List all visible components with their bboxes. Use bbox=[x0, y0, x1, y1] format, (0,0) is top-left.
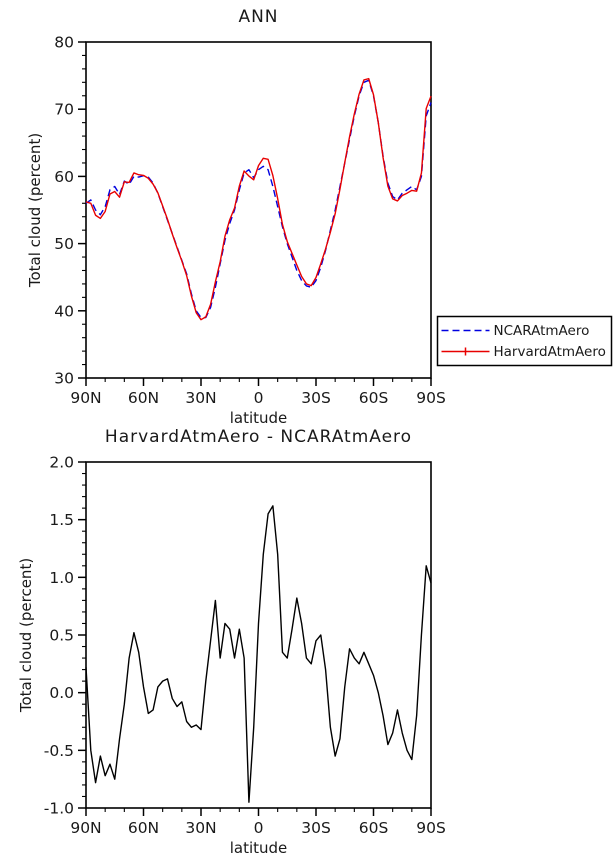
legend-label: HarvardAtmAero bbox=[494, 344, 606, 360]
x-tick-label: 90S bbox=[416, 389, 446, 407]
y-tick-label: 30 bbox=[54, 370, 74, 388]
x-tick-label: 60S bbox=[359, 819, 389, 837]
chart-top: 90N 60N 30N 0 30S 60S 90S 30 40 50 60 70 80 ANN Total … bbox=[26, 7, 613, 427]
y-tick-label: 1.0 bbox=[49, 569, 74, 587]
plot-frame bbox=[85, 461, 432, 809]
x-tick-label: 90S bbox=[416, 819, 446, 837]
x-axis-label: latitude bbox=[230, 409, 288, 427]
x-tick-label: 90N bbox=[70, 819, 101, 837]
y-tick-label: 40 bbox=[54, 302, 74, 320]
y-axis-label: Total cloud (percent) bbox=[17, 558, 35, 713]
y-tick-label: 50 bbox=[54, 235, 74, 253]
y-minor-ticks bbox=[82, 54, 86, 366]
chart-title: HarvardAtmAero - NCARAtmAero bbox=[105, 427, 412, 447]
y-tick-label: 80 bbox=[54, 34, 74, 52]
series-line-difference bbox=[85, 505, 432, 803]
y-tick-label: -0.5 bbox=[44, 742, 74, 760]
legend-label: NCARAtmAero bbox=[494, 323, 590, 339]
y-tick-label: 1.5 bbox=[49, 511, 74, 529]
x-tick-label: 60S bbox=[359, 389, 389, 407]
y-tick-label: 2.0 bbox=[49, 454, 74, 472]
chart-title: ANN bbox=[238, 7, 278, 27]
x-tick-label: 30N bbox=[185, 389, 216, 407]
x-tick-label: 30S bbox=[301, 389, 331, 407]
y-tick-label: 70 bbox=[54, 101, 74, 119]
y-tick-label: 60 bbox=[54, 168, 74, 186]
legend-box bbox=[436, 315, 613, 367]
legend: NCARAtmAero HarvardAtmAero bbox=[436, 315, 613, 367]
y-tick-label: 0.0 bbox=[49, 684, 74, 702]
x-tick-label: 60N bbox=[128, 819, 159, 837]
x-axis-label: latitude bbox=[230, 839, 288, 857]
plot-frame bbox=[85, 41, 432, 379]
series-line-HarvardAtmAero bbox=[85, 77, 432, 321]
x-tick-label: 90N bbox=[70, 389, 101, 407]
y-tick-label: -1.0 bbox=[44, 800, 74, 818]
x-tick-label: 30S bbox=[301, 819, 331, 837]
chart-bottom: 90N 60N 30N 0 30S 60S 90S -1.0 -0.5 0.0 0.5 1.0 1.5 2… bbox=[17, 427, 446, 857]
x-tick-label: 60N bbox=[128, 389, 159, 407]
y-axis-label: Total cloud (percent) bbox=[26, 133, 44, 288]
series-line-NCARAtmAero bbox=[85, 79, 432, 319]
x-tick-label: 0 bbox=[254, 389, 264, 407]
x-tick-label: 30N bbox=[185, 819, 216, 837]
y-tick-label: 0.5 bbox=[49, 627, 74, 645]
x-tick-label: 0 bbox=[254, 819, 264, 837]
